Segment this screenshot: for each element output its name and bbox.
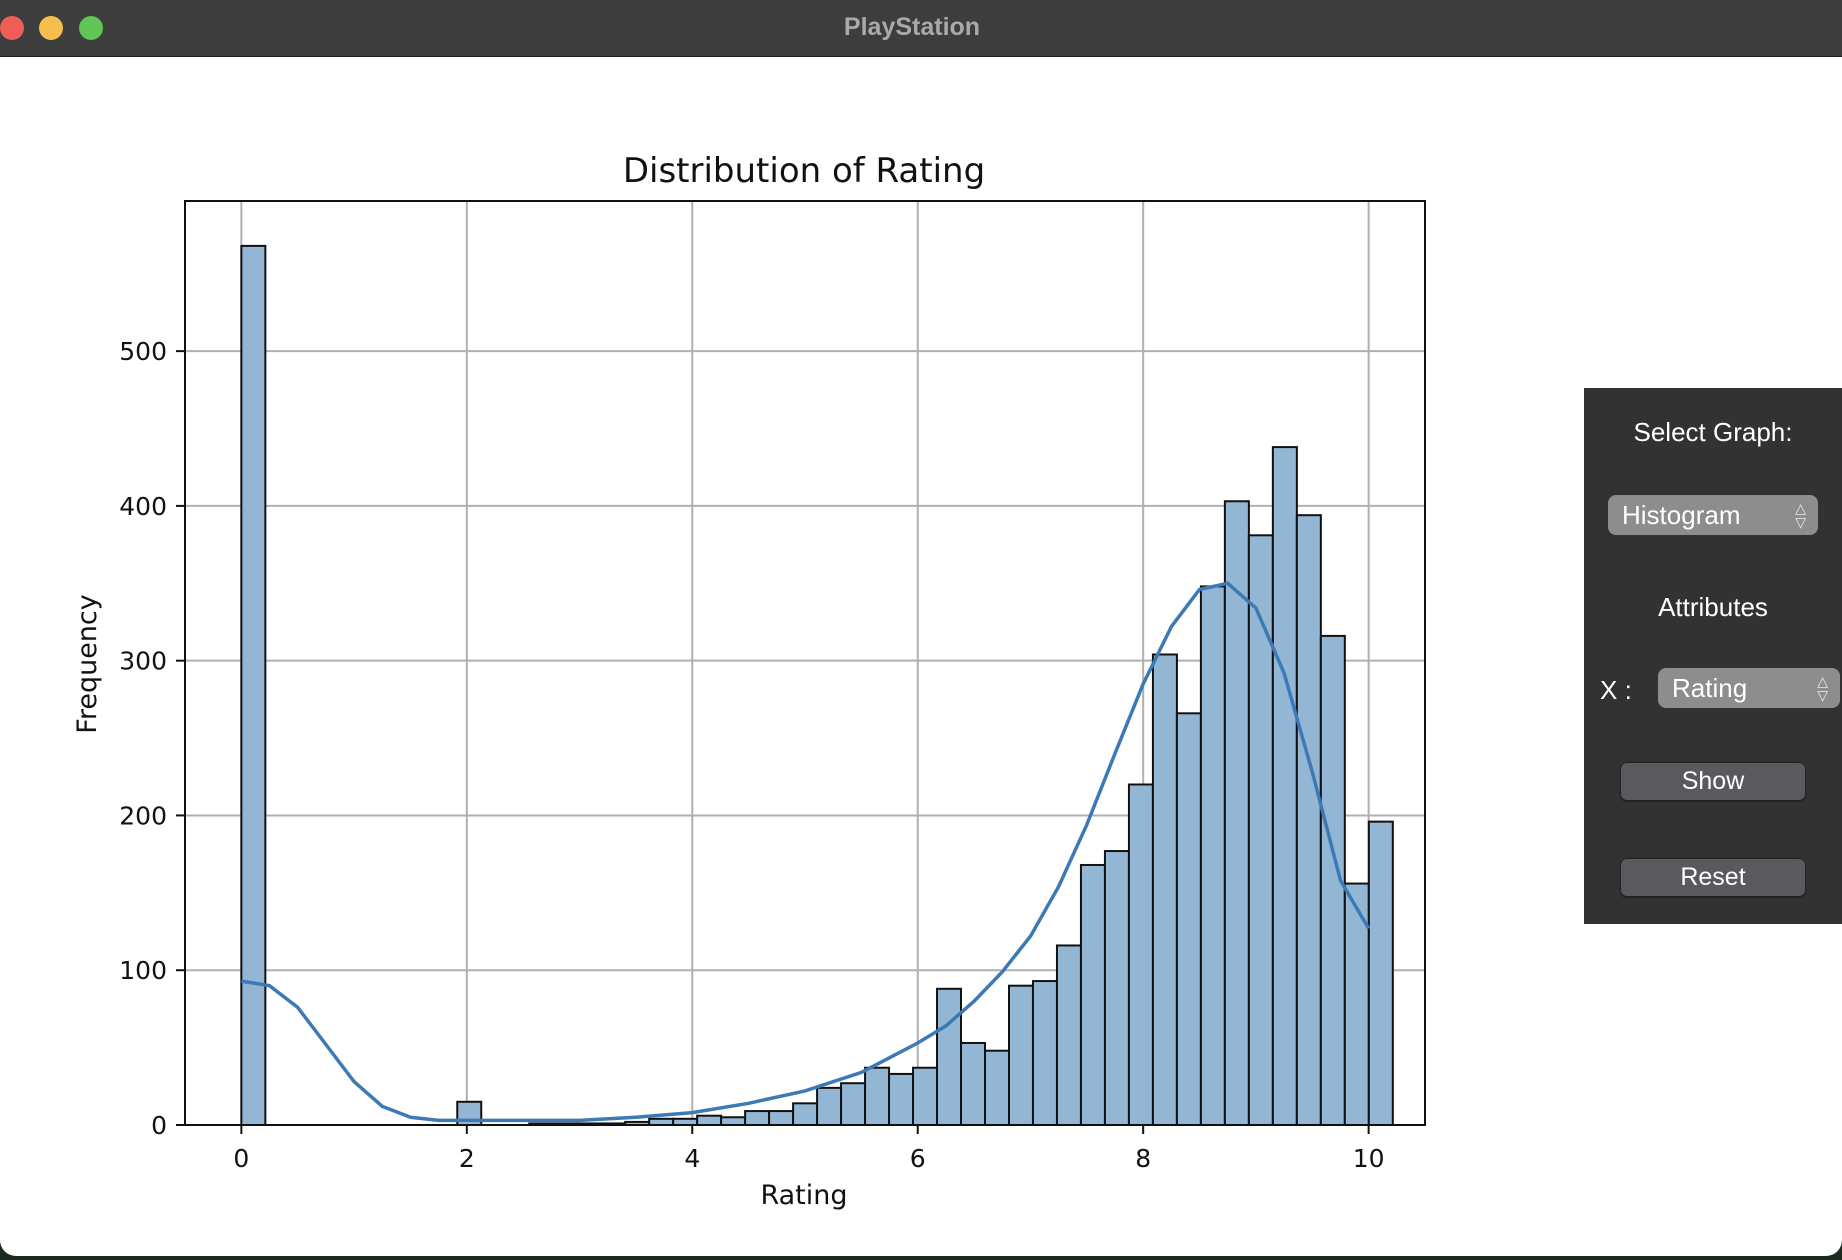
histogram-bar: [696, 1114, 723, 1127]
histogram-bar: [960, 1041, 987, 1126]
reset-button[interactable]: Reset: [1621, 858, 1805, 896]
histogram-bars: [240, 244, 1394, 1127]
kde-curve: [241, 581, 1371, 1123]
x-axis-label: Rating: [760, 1180, 847, 1211]
title-bar: PlayStation: [0, 0, 1842, 57]
x-attribute-select[interactable]: Rating △ ▽: [1658, 668, 1840, 708]
x-attribute-label: X :: [1600, 675, 1632, 705]
y-tick-label: 100: [119, 956, 167, 985]
y-tick-label: 500: [119, 337, 167, 366]
window-title: PlayStation: [843, 13, 981, 41]
select-graph-label: Select Graph:: [1633, 417, 1793, 447]
histogram-bar: [240, 244, 267, 1127]
zoom-window-button[interactable]: [79, 16, 103, 40]
histogram-bar: [1151, 653, 1178, 1126]
chevron-up-down-icon: △ ▽: [1817, 673, 1828, 703]
histogram-bar: [816, 1086, 843, 1126]
histogram-bar: [744, 1110, 771, 1126]
histogram-chart: Distribution of Rating 0 2 4 6 8 100100200300…: [72, 151, 1426, 1211]
y-tick-label: 0: [151, 1111, 167, 1140]
attributes-label: Attributes: [1658, 592, 1768, 622]
y-axis-label: Frequency: [72, 594, 103, 734]
control-panel: Select Graph: Histogram △ ▽ Attributes X …: [1584, 388, 1842, 924]
histogram-bar: [936, 987, 963, 1127]
histogram-bar: [1199, 585, 1226, 1126]
histogram-bar: [1295, 514, 1322, 1126]
y-tick-label: 400: [119, 492, 167, 521]
histogram-bar: [912, 1066, 939, 1126]
histogram-bar: [1031, 980, 1058, 1126]
chevron-up-down-icon: △ ▽: [1795, 500, 1806, 530]
y-tick-label: 200: [119, 801, 167, 830]
histogram-bar: [864, 1066, 891, 1126]
histogram-bar: [840, 1082, 867, 1127]
chart-title: Distribution of Rating: [623, 151, 985, 191]
histogram-bar: [888, 1072, 915, 1126]
histogram-bar: [768, 1110, 795, 1126]
graph-type-select[interactable]: Histogram △ ▽: [1608, 495, 1818, 535]
histogram-bar: [1127, 783, 1154, 1126]
show-button[interactable]: Show: [1621, 762, 1805, 800]
x-tick-label: 8: [1135, 1144, 1151, 1173]
histogram-bar: [1079, 863, 1106, 1127]
y-tick-label: 300: [119, 647, 167, 676]
plot-frame: [184, 200, 1426, 1126]
histogram-bar: [1103, 850, 1130, 1126]
minimize-window-button[interactable]: [39, 16, 63, 40]
x-attribute-value: Rating: [1672, 673, 1748, 703]
x-tick-label: 6: [910, 1144, 926, 1173]
x-tick-label: 4: [684, 1144, 700, 1173]
histogram-bar: [720, 1116, 747, 1127]
close-window-button[interactable]: [0, 16, 24, 40]
x-tick-label: 2: [459, 1144, 475, 1173]
histogram-bar: [984, 1049, 1010, 1127]
histogram-bar: [792, 1102, 819, 1127]
histogram-bar: [1055, 944, 1082, 1127]
x-tick-label: 0: [233, 1144, 249, 1173]
histogram-bar: [1367, 820, 1394, 1126]
histogram-bar: [1007, 984, 1034, 1126]
histogram-bar: [1175, 712, 1202, 1126]
histogram-bar: [1271, 446, 1298, 1126]
histogram-bar: [1223, 500, 1250, 1126]
x-tick-label: 10: [1353, 1144, 1385, 1173]
graph-type-value: Histogram: [1622, 500, 1741, 530]
